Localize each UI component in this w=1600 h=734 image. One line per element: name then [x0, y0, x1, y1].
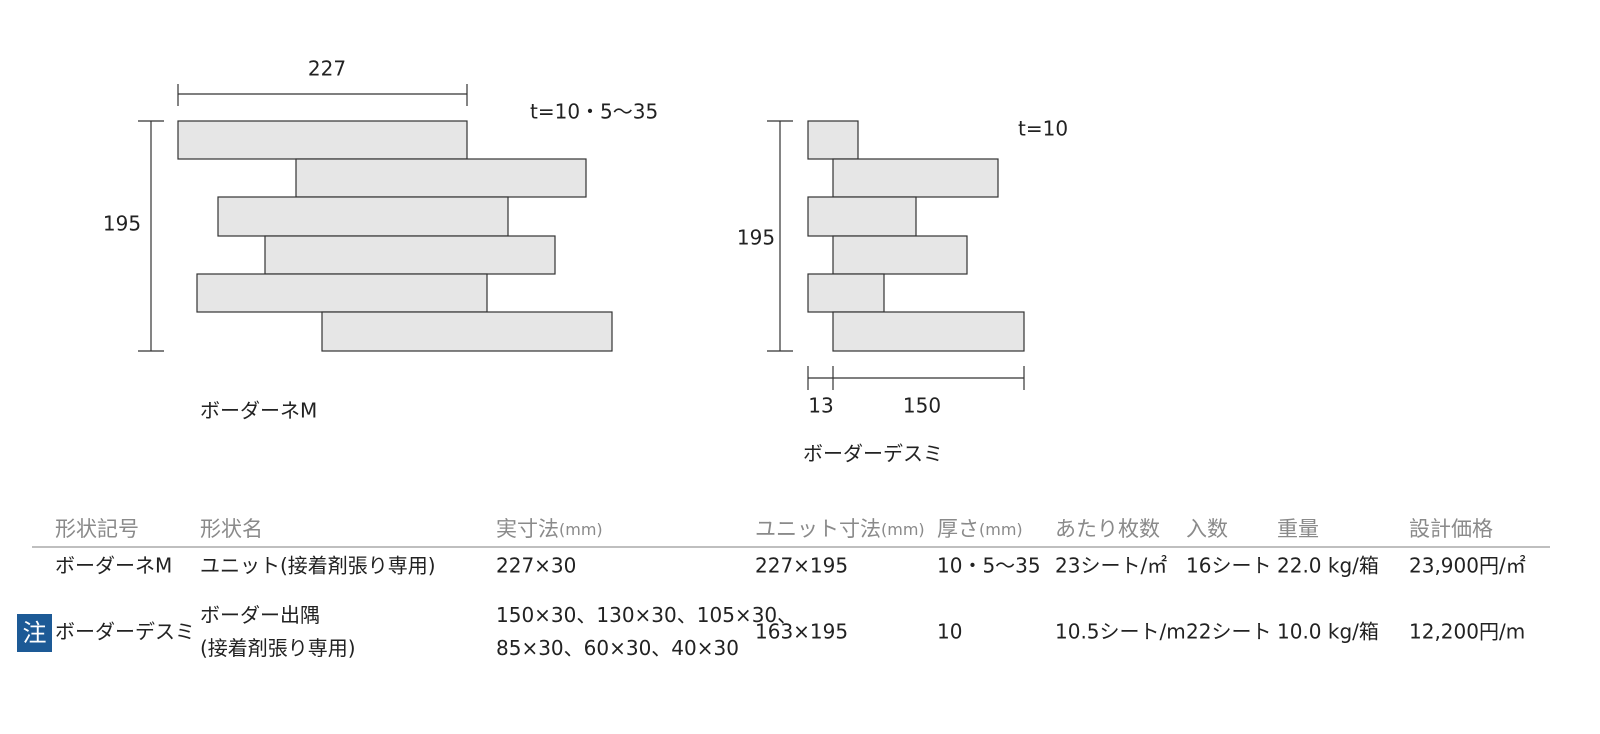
- tile: [807, 273, 885, 313]
- cell-text: 227×30: [496, 554, 576, 578]
- tile: [196, 273, 488, 313]
- header-label: 実寸法: [496, 517, 559, 541]
- header-unit: (mm): [559, 520, 603, 539]
- cell-text: 10: [937, 620, 962, 644]
- thickness-label: t=10: [1018, 117, 1068, 141]
- cell-text: 22.0 kg/箱: [1277, 554, 1379, 578]
- cell-text: 23,900円/㎡: [1409, 554, 1526, 578]
- header-label: 形状名: [200, 517, 263, 541]
- cell-text: (接着剤張り専用): [200, 636, 356, 660]
- column-header: あたり枚数: [1055, 517, 1160, 541]
- header-unit: (mm): [881, 520, 925, 539]
- cell-text: ボーダーネM: [55, 554, 172, 578]
- cell-text: 150×30、130×30、105×30、: [496, 603, 797, 627]
- length-label: 150: [903, 394, 941, 418]
- header-label: 形状記号: [55, 517, 139, 541]
- column-header: 形状記号: [55, 517, 139, 541]
- tile: [264, 235, 556, 275]
- cell-text: 10・5〜35: [937, 554, 1041, 578]
- tile: [832, 311, 1025, 352]
- column-header: 形状名: [200, 517, 263, 541]
- diagram-name: ボーダーデスミ: [803, 442, 943, 466]
- header-label: 厚さ: [937, 517, 979, 541]
- height-label: 195: [737, 226, 775, 250]
- diagram-borderne: 227 195 t=10・5〜35 ボーダーネM: [103, 57, 658, 423]
- thickness-label: t=10・5〜35: [530, 100, 658, 124]
- height-label: 195: [103, 212, 141, 236]
- cell-text: 227×195: [755, 554, 848, 578]
- diagram-name: ボーダーネM: [200, 399, 317, 423]
- width-label: 227: [308, 57, 346, 81]
- diagram-desumi: 195 t=10 13 150 ボーダーデスミ: [737, 117, 1068, 466]
- header-label: 入数: [1186, 517, 1228, 541]
- cell-text: 10.5シート/m: [1055, 620, 1186, 644]
- cell-text: 23シート/㎡: [1055, 554, 1167, 578]
- header-unit: (mm): [979, 520, 1023, 539]
- cell-text: 16シート: [1186, 554, 1271, 578]
- column-header: 重量: [1277, 517, 1319, 541]
- note-badge-text: 注: [23, 619, 47, 647]
- header-label: 設計価格: [1409, 517, 1493, 541]
- cell-text: 22シート: [1186, 620, 1271, 644]
- column-header: 入数: [1186, 517, 1228, 541]
- cell-text: ボーダーデスミ: [55, 620, 195, 644]
- tile: [807, 196, 917, 237]
- tile: [832, 158, 999, 198]
- column-header: 実寸法(mm): [496, 517, 603, 541]
- column-header: 設計価格: [1409, 517, 1493, 541]
- offset-label: 13: [808, 394, 833, 418]
- tile: [177, 120, 468, 160]
- tile: [295, 158, 587, 198]
- header-label: ユニット寸法: [755, 517, 881, 541]
- tile: [321, 311, 613, 352]
- cell-text: 85×30、60×30、40×30: [496, 636, 739, 660]
- tile: [832, 235, 968, 275]
- cell-text: 12,200円/m: [1409, 620, 1525, 644]
- column-header: 厚さ(mm): [937, 517, 1023, 541]
- tile: [217, 196, 509, 237]
- header-label: あたり枚数: [1055, 517, 1160, 541]
- header-label: 重量: [1277, 517, 1319, 541]
- spec-table: 形状記号 形状名 実寸法(mm) ユニット寸法(mm) 厚さ(mm) あたり枚数 入数 重量設…: [17, 517, 1526, 660]
- cell-text: ユニット(接着剤張り専用): [200, 554, 436, 578]
- cell-text: ボーダー出隅: [200, 603, 320, 627]
- cell-text: 10.0 kg/箱: [1277, 620, 1379, 644]
- column-header: ユニット寸法(mm): [755, 517, 925, 541]
- tile: [807, 120, 859, 160]
- note-badge: [17, 614, 52, 652]
- cell-text: 163×195: [755, 620, 848, 644]
